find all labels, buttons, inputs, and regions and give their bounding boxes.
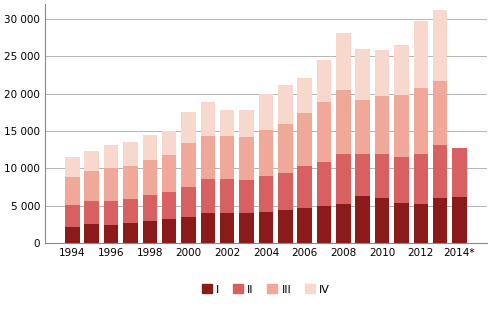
Bar <box>65 227 80 243</box>
Bar <box>84 151 99 172</box>
Bar <box>162 219 176 243</box>
Bar <box>220 213 235 243</box>
Bar <box>394 156 409 203</box>
Bar <box>259 176 273 212</box>
Bar <box>220 135 235 179</box>
Bar <box>220 110 235 135</box>
Bar <box>278 173 293 210</box>
Bar <box>259 130 273 176</box>
Bar <box>220 179 235 213</box>
Bar <box>84 224 99 243</box>
Bar <box>317 102 331 162</box>
Legend: I, II, III, IV: I, II, III, IV <box>197 280 334 299</box>
Bar <box>336 154 351 204</box>
Bar <box>104 145 118 169</box>
Bar <box>84 172 99 201</box>
Bar <box>123 166 137 199</box>
Bar <box>65 205 80 227</box>
Bar <box>317 206 331 243</box>
Bar <box>181 187 196 217</box>
Bar <box>298 208 312 243</box>
Bar <box>239 180 254 213</box>
Bar <box>239 137 254 180</box>
Bar <box>355 154 370 196</box>
Bar <box>336 32 351 90</box>
Bar <box>452 197 467 243</box>
Bar <box>336 204 351 243</box>
Bar <box>259 212 273 243</box>
Bar <box>375 198 389 243</box>
Bar <box>433 197 447 243</box>
Bar <box>317 60 331 102</box>
Bar <box>375 51 389 96</box>
Bar <box>355 196 370 243</box>
Bar <box>201 179 215 213</box>
Bar <box>181 217 196 243</box>
Bar <box>375 96 389 154</box>
Bar <box>104 169 118 201</box>
Bar <box>278 85 293 124</box>
Bar <box>433 81 447 145</box>
Bar <box>162 131 176 155</box>
Bar <box>413 21 428 88</box>
Bar <box>413 204 428 243</box>
Bar <box>65 157 80 177</box>
Bar <box>104 201 118 225</box>
Bar <box>259 94 273 130</box>
Bar <box>142 195 157 221</box>
Bar <box>394 45 409 95</box>
Bar <box>142 221 157 243</box>
Bar <box>142 135 157 159</box>
Bar <box>355 100 370 154</box>
Bar <box>317 162 331 206</box>
Bar <box>201 213 215 243</box>
Bar <box>123 223 137 243</box>
Bar <box>394 95 409 156</box>
Bar <box>123 142 137 166</box>
Bar <box>239 213 254 243</box>
Bar <box>298 78 312 113</box>
Bar <box>104 225 118 243</box>
Bar <box>298 113 312 166</box>
Bar <box>142 159 157 195</box>
Bar <box>201 135 215 179</box>
Bar <box>201 102 215 135</box>
Bar <box>433 145 447 197</box>
Bar <box>65 177 80 205</box>
Bar <box>239 110 254 137</box>
Bar <box>375 154 389 198</box>
Bar <box>336 90 351 154</box>
Bar <box>413 154 428 204</box>
Bar <box>394 203 409 243</box>
Bar <box>123 199 137 223</box>
Bar <box>355 49 370 100</box>
Bar <box>413 88 428 154</box>
Bar <box>452 148 467 197</box>
Bar <box>181 112 196 143</box>
Bar <box>278 210 293 243</box>
Bar <box>298 166 312 208</box>
Bar <box>162 155 176 192</box>
Bar <box>84 201 99 224</box>
Bar <box>162 192 176 219</box>
Bar <box>433 10 447 81</box>
Bar <box>181 143 196 187</box>
Bar <box>278 124 293 173</box>
